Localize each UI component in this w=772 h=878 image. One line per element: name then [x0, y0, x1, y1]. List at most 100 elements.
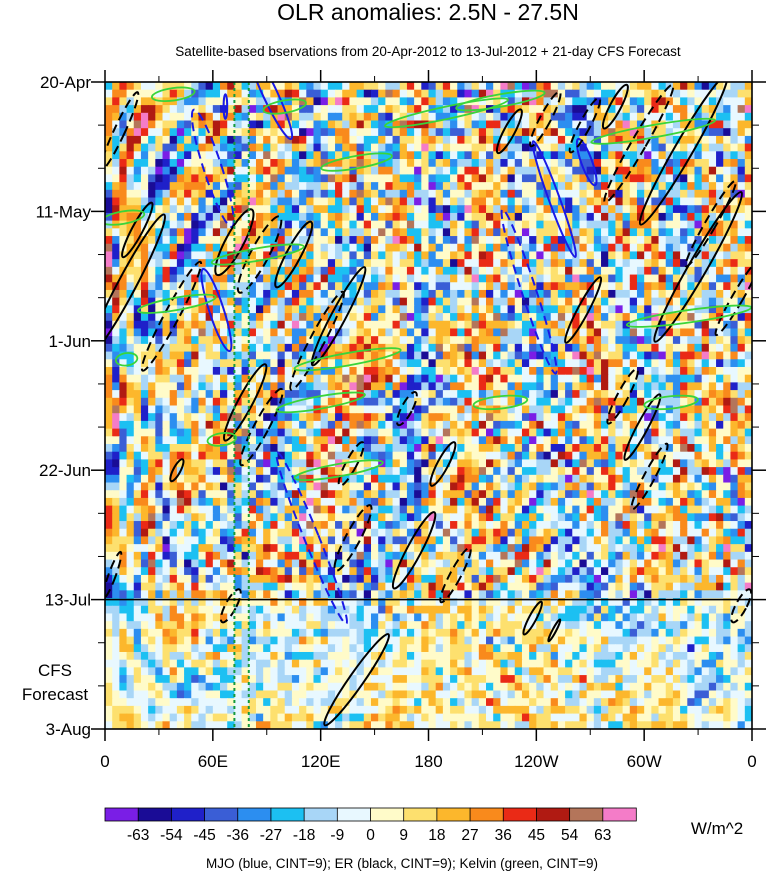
heatmap-cell [234, 89, 243, 98]
heatmap-cell [241, 405, 250, 414]
heatmap-cell [744, 205, 752, 214]
heatmap-cell [234, 289, 243, 299]
heatmap-cell [363, 243, 372, 253]
heatmap-cell [500, 243, 509, 253]
heatmap-cell [291, 336, 300, 345]
heatmap-cell [126, 266, 135, 276]
heatmap-cell [737, 220, 746, 229]
heatmap-cell [363, 112, 372, 122]
heatmap-cell [414, 343, 422, 353]
heatmap-cell [622, 197, 631, 206]
heatmap-cell [615, 251, 624, 260]
heatmap-cell [457, 313, 466, 322]
heatmap-cell [342, 289, 351, 299]
heatmap-cell [521, 205, 530, 214]
heatmap-cell [579, 174, 588, 183]
heatmap-cell [665, 135, 674, 145]
heatmap-cell [428, 374, 437, 383]
heatmap-cell [140, 274, 149, 283]
heatmap-cell [306, 497, 315, 507]
heatmap-cell [536, 143, 545, 152]
heatmap-cell [220, 120, 228, 129]
heatmap-cell [636, 420, 645, 430]
heatmap-cell [263, 105, 271, 114]
heatmap-cell [723, 436, 732, 445]
heatmap-cell [622, 289, 631, 299]
heatmap-cell [665, 174, 674, 183]
heatmap-cell [622, 313, 631, 322]
heatmap-cell [291, 112, 300, 122]
heatmap-cell [593, 251, 602, 260]
heatmap-cell [306, 174, 315, 183]
heatmap-cell [658, 151, 667, 160]
heatmap-cell [198, 151, 207, 160]
heatmap-cell [191, 336, 200, 345]
heatmap-cell [184, 413, 192, 422]
heatmap-cell [744, 420, 752, 430]
heatmap-cell [629, 97, 638, 106]
heatmap-cell [521, 451, 530, 461]
heatmap-cell [507, 89, 516, 98]
heatmap-cell [644, 444, 652, 453]
heatmap-cell [126, 236, 135, 245]
heatmap-cell [737, 112, 746, 122]
heatmap-cell [450, 135, 458, 145]
heatmap-cell [730, 282, 739, 291]
heatmap-cell [205, 174, 214, 183]
heatmap-cell [615, 305, 624, 314]
heatmap-cell [198, 313, 207, 322]
heatmap-cell [255, 336, 264, 345]
heatmap-cell [356, 274, 365, 283]
heatmap-cell [744, 343, 752, 353]
heatmap-cell [313, 212, 322, 222]
heatmap-cell [155, 289, 164, 299]
heatmap-cell [255, 236, 264, 245]
heatmap-cell [622, 382, 631, 391]
heatmap-cell [723, 82, 732, 91]
heatmap-cell [133, 328, 142, 337]
heatmap-cell [500, 220, 509, 229]
heatmap-cell [471, 428, 480, 437]
heatmap-cell [723, 189, 732, 199]
heatmap-cell [421, 220, 430, 229]
heatmap-cell [708, 120, 717, 129]
heatmap-cell [248, 428, 257, 437]
heatmap-cell [313, 266, 322, 276]
heatmap-cell [277, 289, 286, 299]
heatmap-cell [644, 297, 652, 306]
heatmap-cell [557, 82, 566, 91]
heatmap-cell [313, 97, 322, 106]
heatmap-cell [198, 212, 207, 222]
heatmap-cell [565, 297, 573, 306]
heatmap-cell [572, 89, 581, 98]
heatmap-cell [500, 336, 509, 345]
heatmap-cell [112, 143, 120, 152]
heatmap-cell [680, 497, 688, 507]
heatmap-cell [615, 336, 624, 345]
heatmap-cell [313, 305, 322, 314]
heatmap-cell [716, 159, 724, 168]
heatmap-cell [220, 413, 228, 422]
heatmap-cell [579, 251, 588, 260]
heatmap-cell [672, 189, 681, 199]
heatmap-cell [277, 467, 286, 476]
heatmap-cell [327, 405, 336, 414]
heatmap-cell [529, 228, 537, 237]
heatmap-cell [608, 320, 617, 330]
heatmap-cell [220, 135, 228, 145]
heatmap-cell [291, 390, 300, 399]
heatmap-cell [572, 444, 581, 453]
heatmap-cell [198, 112, 207, 122]
heatmap-cell [608, 266, 617, 276]
heatmap-cell [392, 436, 401, 445]
heatmap-cell [500, 413, 509, 422]
heatmap-cell [672, 182, 681, 191]
heatmap-cell [220, 366, 228, 376]
heatmap-cell [140, 82, 149, 91]
heatmap-cell [529, 374, 537, 383]
heatmap-cell [730, 228, 739, 237]
heatmap-cell [471, 297, 480, 306]
heatmap-cell [270, 482, 279, 491]
heatmap-cell [680, 459, 688, 468]
heatmap-cell [579, 236, 588, 245]
